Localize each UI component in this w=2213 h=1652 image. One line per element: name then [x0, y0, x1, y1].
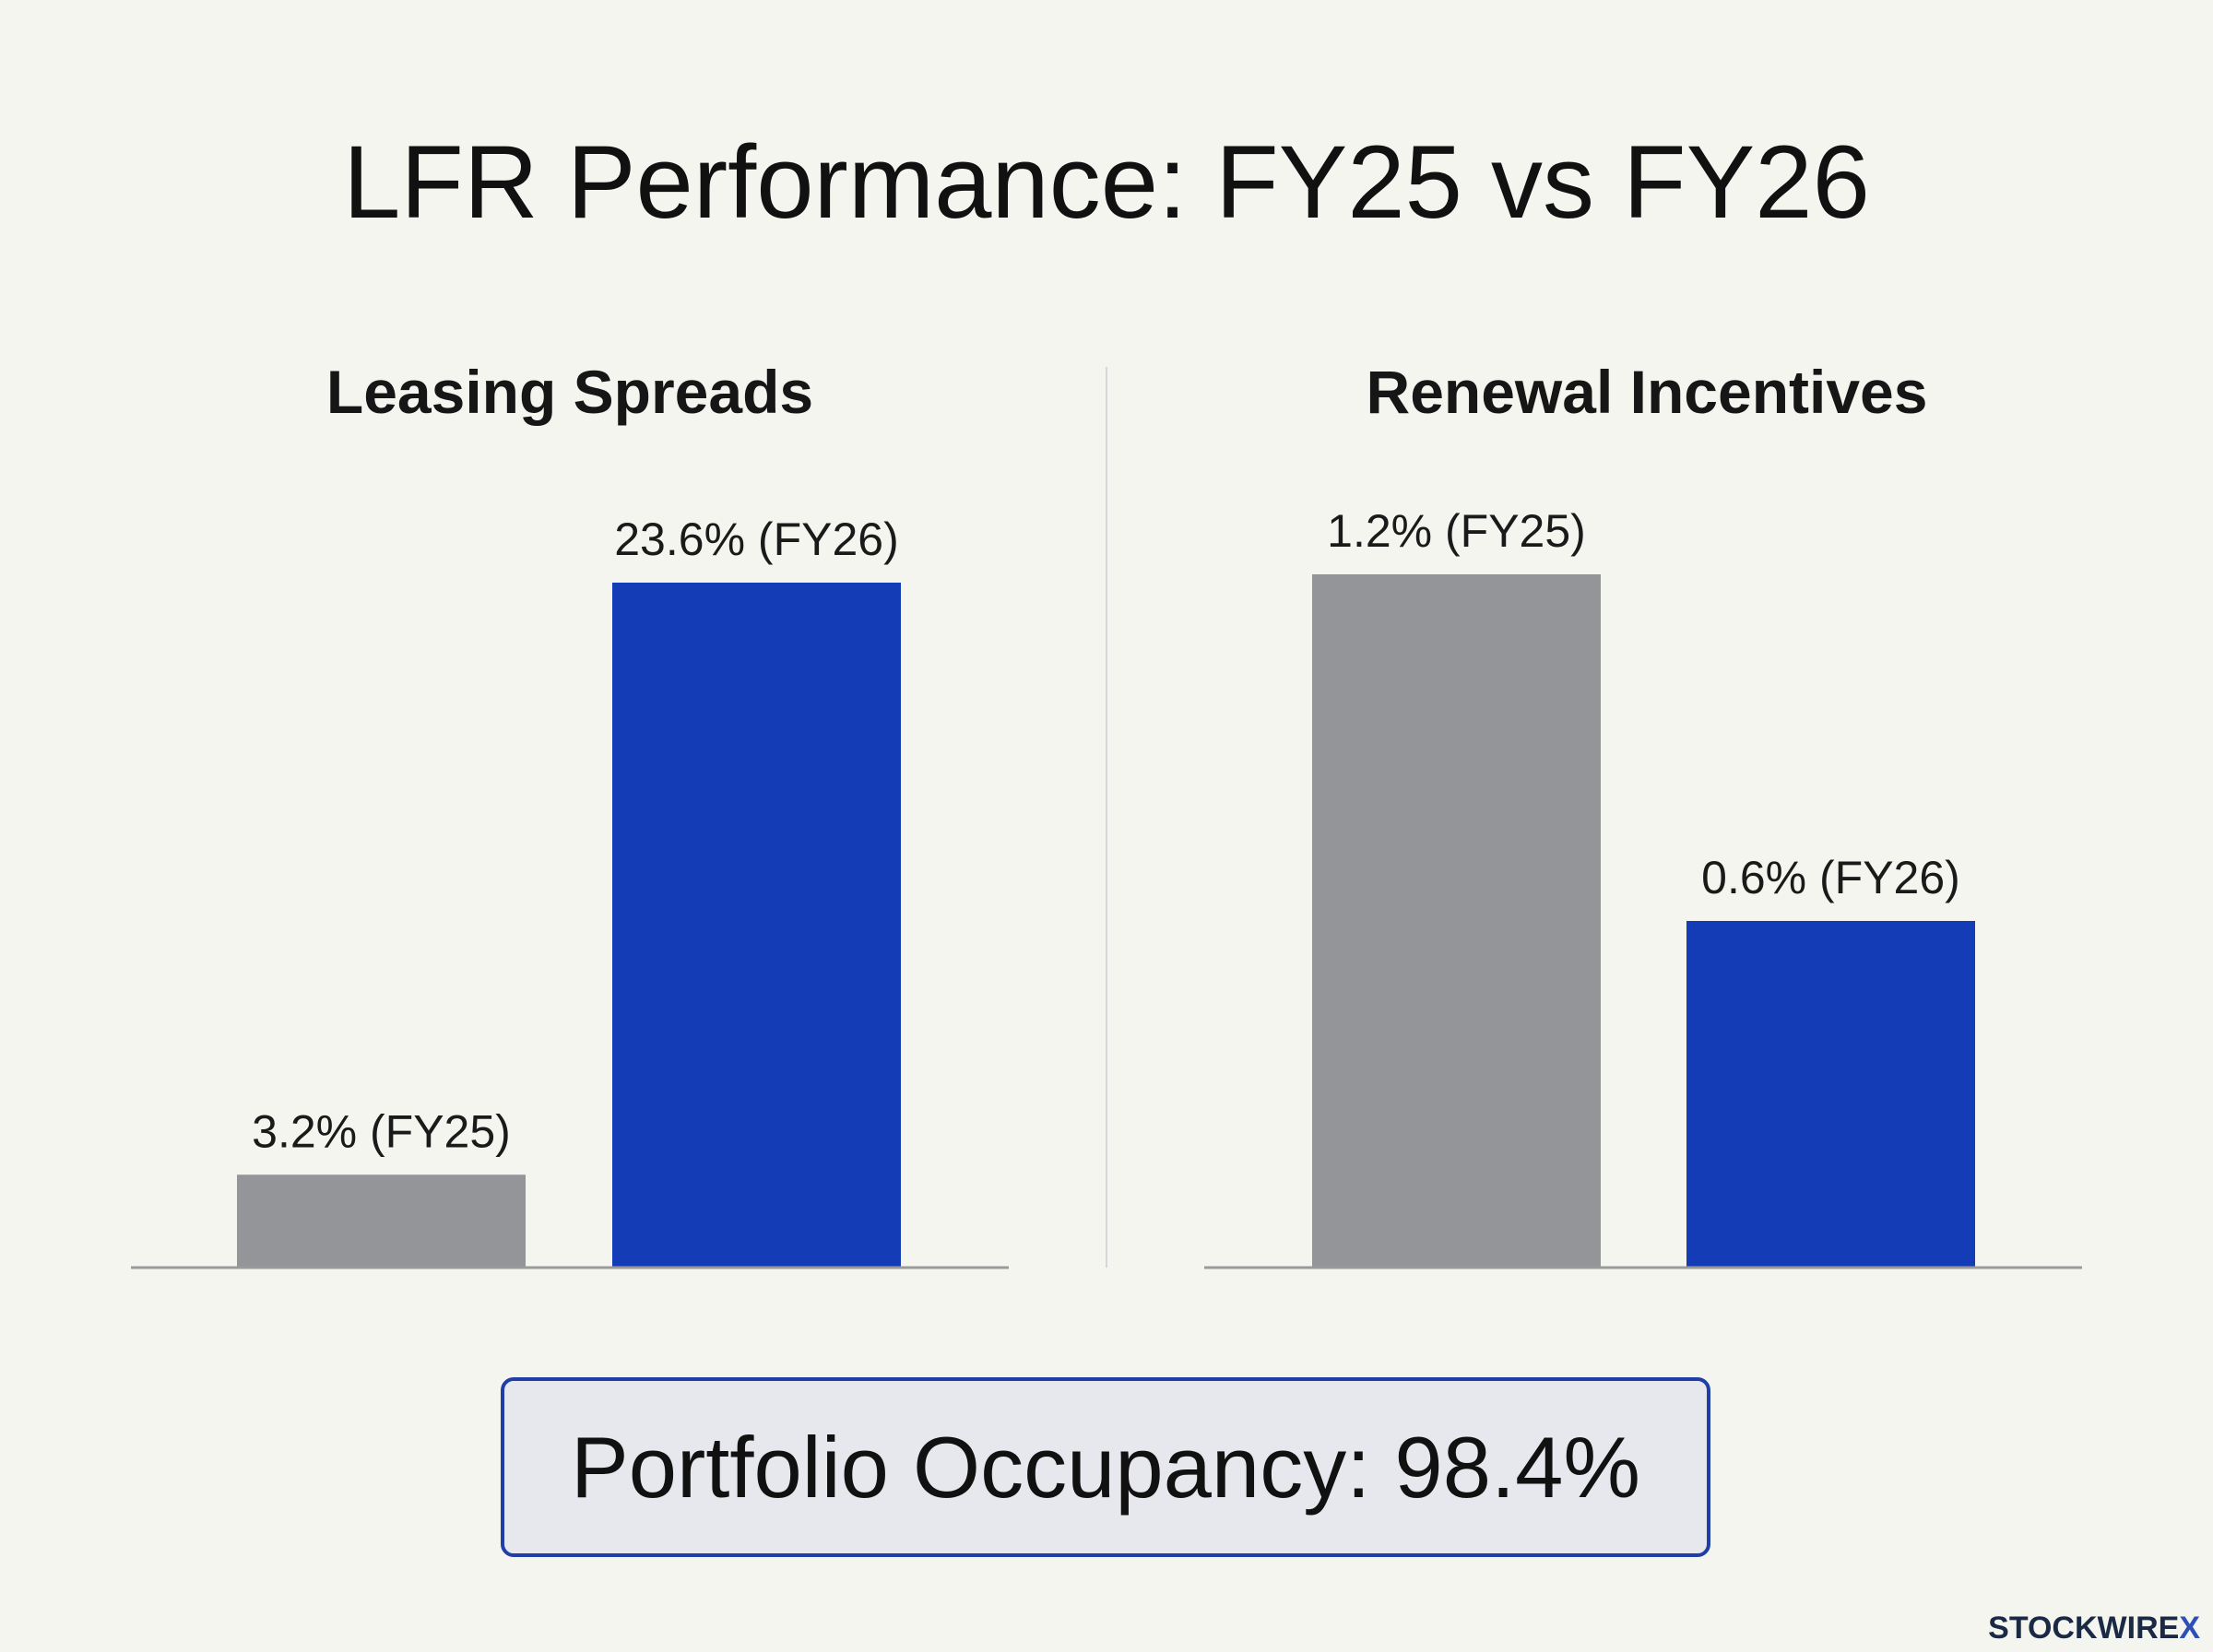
brand-logo: STOCKWIREX [1988, 1611, 2200, 1646]
chart-title-renewal-incentives: Renewal Incentives [1367, 358, 1928, 426]
page-title: LFR Performance: FY25 vs FY26 [343, 124, 1870, 240]
bar-label-leasing-spreads-fy26: 23.6% (FY26) [614, 513, 898, 565]
bar-renewal-incentives-fy26 [1686, 921, 1975, 1268]
chart-marks-leasing-spreads: 3.2% (FY25) 23.6% (FY26) [237, 513, 901, 1268]
bar-leasing-spreads-fy25 [237, 1174, 526, 1268]
chart-leasing-spreads: Leasing Spreads 3.2% (FY25) 23.6% (FY26) [131, 358, 1009, 1269]
bar-leasing-spreads-fy26 [612, 583, 901, 1268]
bar-label-renewal-incentives-fy25: 1.2% (FY25) [1327, 505, 1586, 557]
occupancy-callout: Portfolio Occupancy: 98.4% [501, 1377, 1710, 1557]
brand-name: STOCKWIRE [1988, 1611, 2180, 1646]
brand-mark: X [2179, 1611, 2200, 1646]
bar-renewal-incentives-fy25 [1312, 574, 1601, 1268]
chart-marks-renewal-incentives: 1.2% (FY25) 0.6% (FY26) [1312, 505, 1975, 1268]
chart-title-leasing-spreads: Leasing Spreads [326, 358, 813, 426]
chart-renewal-incentives: Renewal Incentives 1.2% (FY25) 0.6% (FY26… [1204, 358, 2082, 1269]
occupancy-text: Portfolio Occupancy: 98.4% [571, 1418, 1640, 1516]
bar-label-renewal-incentives-fy26: 0.6% (FY26) [1701, 852, 1960, 903]
bar-label-leasing-spreads-fy25: 3.2% (FY25) [252, 1105, 511, 1157]
